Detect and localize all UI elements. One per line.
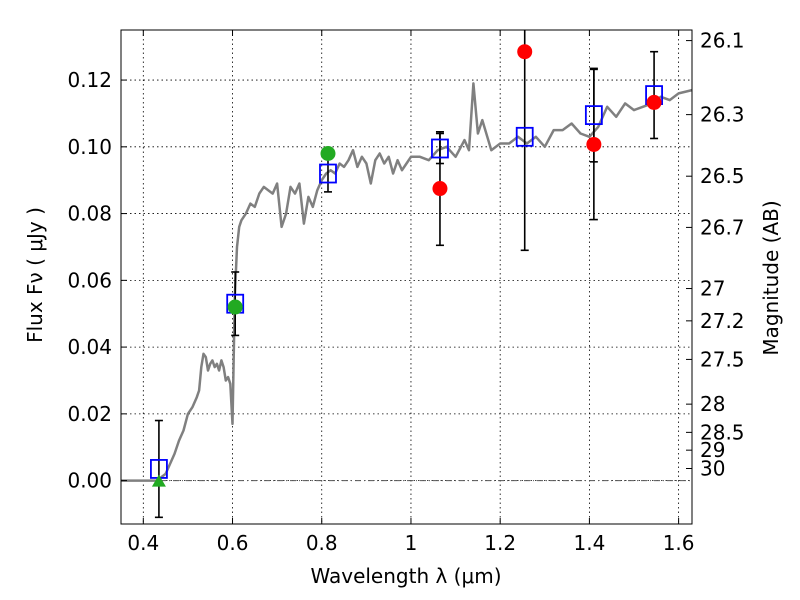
x-axis-label: Wavelength λ (μm)	[310, 564, 501, 588]
red-circle-marker	[432, 181, 448, 197]
red-circle-marker	[646, 94, 662, 110]
marker-layer	[150, 44, 663, 487]
y-axis-label: Flux Fν ( μJy )	[23, 207, 47, 343]
square-marker	[584, 105, 603, 126]
right-axis-label: Magnitude (AB)	[759, 200, 783, 355]
y-tick-label: 0.04	[67, 335, 112, 359]
mag-tick-label: 28	[700, 392, 725, 416]
green-triangle-marker	[151, 474, 166, 487]
green-circle-marker	[320, 146, 336, 161]
y-tick-label: 0.08	[67, 202, 112, 226]
y-tick-label: 0.00	[67, 469, 112, 493]
x-tick-label: 0.8	[306, 531, 338, 555]
mag-tick-label: 26.7	[700, 215, 745, 239]
mag-tick-label: 26.5	[700, 164, 745, 188]
red-circle-marker	[517, 44, 533, 60]
green-circle-marker	[227, 299, 243, 315]
y-tick-label: 0.12	[67, 68, 112, 92]
x-tick-label: 1.4	[573, 531, 605, 555]
square-marker	[319, 163, 337, 184]
mag-tick-label: 27.2	[700, 309, 745, 333]
grid-layer	[121, 30, 692, 524]
plot-frame	[120, 29, 693, 525]
x-tick-label: 0.4	[127, 531, 159, 555]
y-tick-label: 0.02	[67, 402, 112, 426]
label-layer: Wavelength λ (μm) Flux Fν ( μJy ) Magnit…	[23, 200, 783, 588]
errorbar-layer	[154, 30, 659, 519]
mag-tick-label: 30	[700, 456, 725, 480]
square-marker	[515, 126, 534, 147]
x-tick-label: 1.6	[663, 531, 695, 555]
tick-layer: 0.4 0.6 0.8 1 1.2 1.4 1.6 0.00 0.02 0.04 0.06 0.08 0…	[67, 29, 744, 555]
mag-tick-label: 26.3	[700, 103, 745, 127]
model-spectrum-line	[121, 82, 693, 482]
x-tick-label: 1	[405, 531, 418, 555]
square-marker	[431, 138, 449, 159]
x-tick-label: 0.6	[217, 531, 249, 555]
mag-tick-label: 29	[700, 438, 725, 462]
y-tick-label: 0.06	[67, 268, 112, 292]
mag-tick-label: 27.5	[700, 347, 745, 371]
red-circle-marker	[586, 136, 602, 152]
x-tick-label: 1.2	[484, 531, 516, 555]
mag-tick-label: 27	[700, 277, 725, 301]
y-tick-label: 0.10	[67, 135, 112, 159]
mag-tick-label: 26.1	[700, 29, 745, 53]
model-spectrum-layer	[121, 82, 693, 482]
mag-tick-label: 28.5	[700, 420, 745, 444]
